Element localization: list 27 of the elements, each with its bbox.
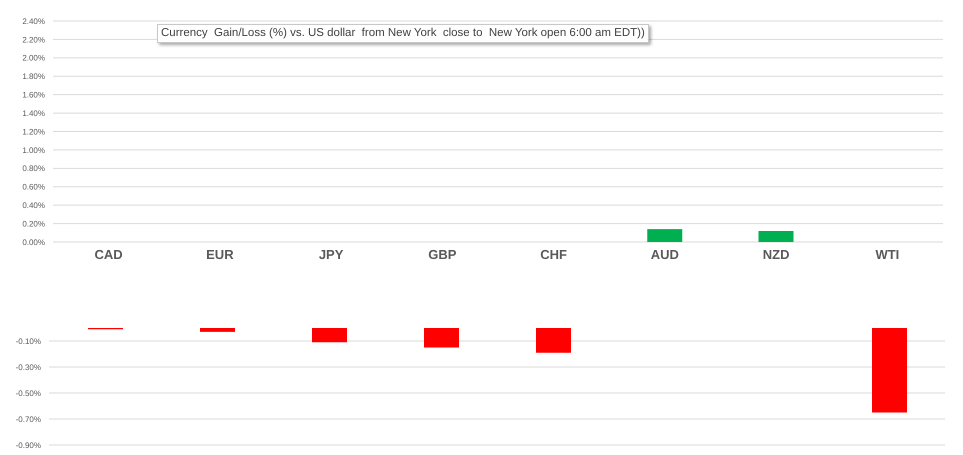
y-tick-label: -0.10% (16, 336, 41, 346)
y-tick-label: 1.40% (22, 108, 45, 118)
x-tick-label: JPY (318, 247, 344, 262)
y-tick-label: -0.70% (16, 414, 41, 424)
y-tick-label: 0.60% (22, 182, 45, 192)
y-tick-label: 2.40% (22, 16, 45, 26)
y-tick-label: 1.20% (22, 127, 45, 136)
y-tick-label: 0.20% (22, 219, 45, 228)
y-tick-label: 1.80% (22, 72, 45, 82)
x-tick-label: NZD (762, 247, 790, 262)
y-tick-label: -0.90% (16, 440, 41, 450)
y-tick-label: 1.60% (22, 90, 45, 100)
y-tick-label: 0.00% (22, 238, 45, 247)
x-tick-label: CAD (94, 247, 123, 262)
y-tick-label: 0.40% (22, 201, 45, 210)
x-tick-label: WTI (875, 247, 900, 262)
x-tick-label: GBP (428, 247, 457, 262)
y-tick-label: 0.80% (22, 164, 45, 174)
y-tick-label: -0.50% (16, 388, 41, 398)
x-tick-label: AUD (650, 247, 679, 262)
x-tick-label: EUR (206, 247, 234, 262)
y-tick-label: 2.20% (22, 35, 45, 44)
y-tick-label: 1.00% (22, 146, 45, 155)
text: Currency Gain/Loss (%) vs. US dollar from New York close to New York open 6:00 am EDT)) (157, 24, 649, 43)
y-tick-label: 2.00% (22, 54, 45, 63)
y-tick-label: -0.30% (16, 362, 41, 372)
x-tick-label: CHF (540, 247, 568, 262)
